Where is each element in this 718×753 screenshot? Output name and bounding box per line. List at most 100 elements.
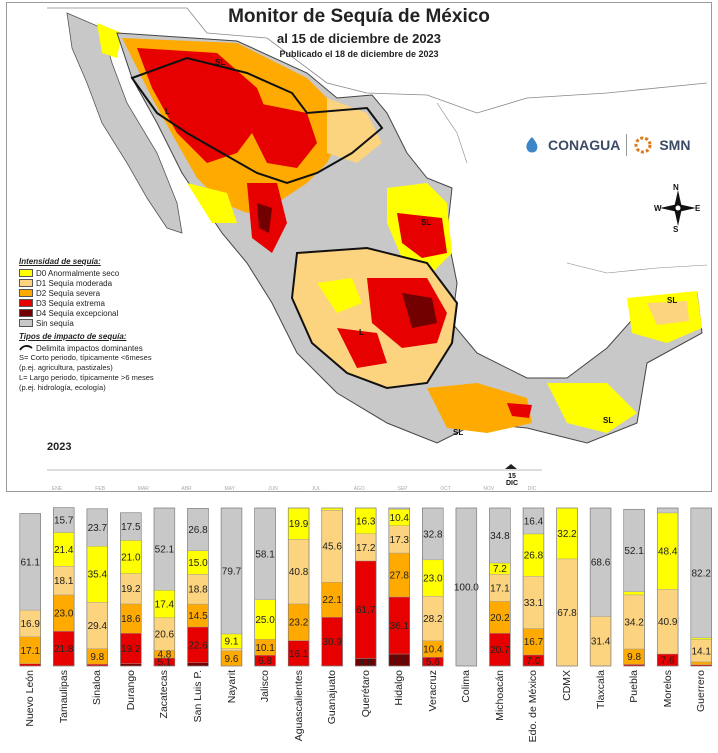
timeline-current-month: DIC	[505, 480, 519, 487]
bar-value-label: 6.8	[258, 656, 272, 667]
legend-impact-line-item: Delimita impactos dominantes	[19, 343, 229, 353]
timeline-current-day: 15	[508, 473, 516, 480]
bar-value-label: 48.4	[658, 547, 678, 558]
central-d4-area	[402, 293, 437, 328]
logos-block: CONAGUA SMN	[522, 131, 690, 159]
bar-category-label: Durango	[124, 670, 137, 711]
legend-long-term: L= Largo periodo, típicamente >6 meses	[19, 373, 154, 382]
sonora-chihuahua-d3-area	[137, 48, 267, 163]
bar-category-label: Veracruz	[426, 670, 439, 712]
bar-outline	[355, 507, 377, 667]
bar-value-label: 21.8	[54, 644, 74, 655]
bar-outline	[455, 507, 478, 667]
map-label-sl-north: SL	[215, 58, 226, 67]
bar-value-label: 67.8	[557, 608, 577, 619]
bar-category-label: Jalisco	[259, 670, 272, 703]
stacked-bar-chart: 17.1 16.9 61.1 21.8 23.0 18.1 21.4 15.7 9.8 29.4 3…	[19, 507, 712, 668]
state-bars-panel: 17.1 16.9 61.1 21.8 23.0 18.1 21.4 15.7 9.8 29.4 3…	[0, 500, 718, 753]
bar-category-label: Tlaxcala	[594, 670, 607, 710]
timeline-month-label: ABR	[181, 486, 192, 492]
bar-value-label: 82.2	[691, 568, 711, 579]
legend-item-none: Sin sequía	[19, 318, 229, 328]
legend-swatch-none	[19, 319, 33, 327]
bar-value-label: 17.4	[155, 600, 175, 611]
bar-value-label: 16.3	[356, 516, 376, 527]
legend-short-term: S= Corto periodo, típicamente <6meses	[19, 353, 152, 362]
bar-value-label: 10.1	[255, 643, 275, 654]
timeline-year: 2023	[47, 441, 72, 453]
bar-category-label: CDMX	[561, 670, 574, 701]
bar-segment-d0	[690, 637, 712, 640]
map-label-l-central: L	[359, 328, 364, 337]
oaxaca-d3-area	[507, 403, 532, 418]
bar-category-label: Nayarit	[225, 670, 238, 704]
bar-value-label: 16.4	[524, 516, 544, 527]
legend-impact-line-label: Delimita impactos dominantes	[36, 343, 143, 353]
legend-swatch-d2	[19, 289, 33, 297]
bar-value-label: 4.8	[157, 650, 171, 661]
bar-outline	[556, 507, 578, 667]
timeline-month-label: NOV	[483, 486, 495, 492]
legend-label-none: Sin sequía	[36, 318, 74, 328]
bar-value-label: 52.1	[155, 545, 175, 556]
legend-intensity-title: Intensidad de sequía:	[19, 257, 101, 266]
legend-item-d2: D2 Sequía severa	[19, 288, 229, 298]
bar-value-label: 61.1	[20, 557, 40, 568]
bar-value-label: 30.9	[322, 637, 342, 648]
map-label-sl-guerrero: SL	[453, 428, 464, 437]
bar-value-label: 18.6	[121, 614, 141, 625]
chiapas-d0-area	[547, 383, 637, 433]
timeline-month-label: OCT	[440, 486, 451, 492]
bar-outline	[589, 507, 612, 667]
bar-value-label: 20.7	[490, 645, 510, 656]
bar-value-label: 9.8	[627, 652, 641, 663]
bar-value-label: 36.1	[390, 621, 410, 632]
map-label-sl-tamaulipas: SL	[421, 218, 432, 227]
logo-separator	[626, 134, 628, 156]
bar-value-label: 40.9	[658, 617, 678, 628]
bar-value-label: 58.1	[255, 549, 275, 560]
compass-rose-icon	[660, 190, 696, 226]
bar-value-label: 34.8	[490, 531, 510, 542]
bar-value-label: 32.8	[423, 529, 443, 540]
bar-value-label: 14.1	[691, 646, 711, 657]
bar-segment-d4	[187, 662, 209, 667]
timeline-month-label: AGO	[353, 486, 365, 492]
bar-outline	[53, 507, 75, 667]
bar-outline	[153, 507, 176, 667]
bar-value-label: 14.5	[188, 611, 208, 622]
timeline-month-label: JUN	[268, 486, 278, 492]
bar-value-label: 15.0	[188, 558, 208, 569]
bar-category-label: San Luis P.	[191, 670, 204, 723]
bar-outline	[19, 513, 41, 667]
bar-value-label: 19.2	[121, 584, 141, 595]
legend-swatch-d3	[19, 299, 33, 307]
bar-value-label: 7.0	[527, 656, 541, 667]
durango-d4-area	[257, 203, 272, 233]
bar-outline	[690, 507, 712, 667]
bar-value-label: 19.2	[121, 644, 141, 655]
bar-value-label: 5.6	[426, 657, 440, 668]
timeline-current: 15 DIC	[506, 473, 518, 487]
bar-value-label: 33.1	[524, 598, 544, 609]
map-label-l-north: L	[165, 107, 170, 116]
bar-segment-d0	[623, 591, 645, 596]
timeline-month-label: MAR	[137, 486, 149, 492]
timeline-month-label: SEP	[397, 486, 408, 492]
bar-value-label: 61.7	[356, 605, 376, 616]
compass-south: S	[673, 225, 679, 234]
timeline-month-label: JUL	[311, 486, 321, 492]
bar-value-label: 22.6	[188, 640, 208, 651]
bar-value-label: 4.8	[359, 658, 373, 668]
tamaulipas-d3-area	[397, 213, 447, 258]
bar-value-label: 18.1	[54, 576, 74, 587]
bar-outline	[321, 507, 343, 667]
bar-value-label: 7.2	[493, 564, 507, 575]
yucatan-d1-area	[647, 301, 689, 325]
bar-value-label: 16.7	[524, 637, 544, 648]
bar-segment-d3	[19, 663, 41, 667]
bar-category-label: Puebla	[628, 670, 641, 703]
legend-item-d1: D1 Sequía moderada	[19, 278, 229, 288]
legend-impact-title: Tipos de impacto de sequía:	[19, 332, 127, 341]
bar-outline	[388, 507, 410, 667]
